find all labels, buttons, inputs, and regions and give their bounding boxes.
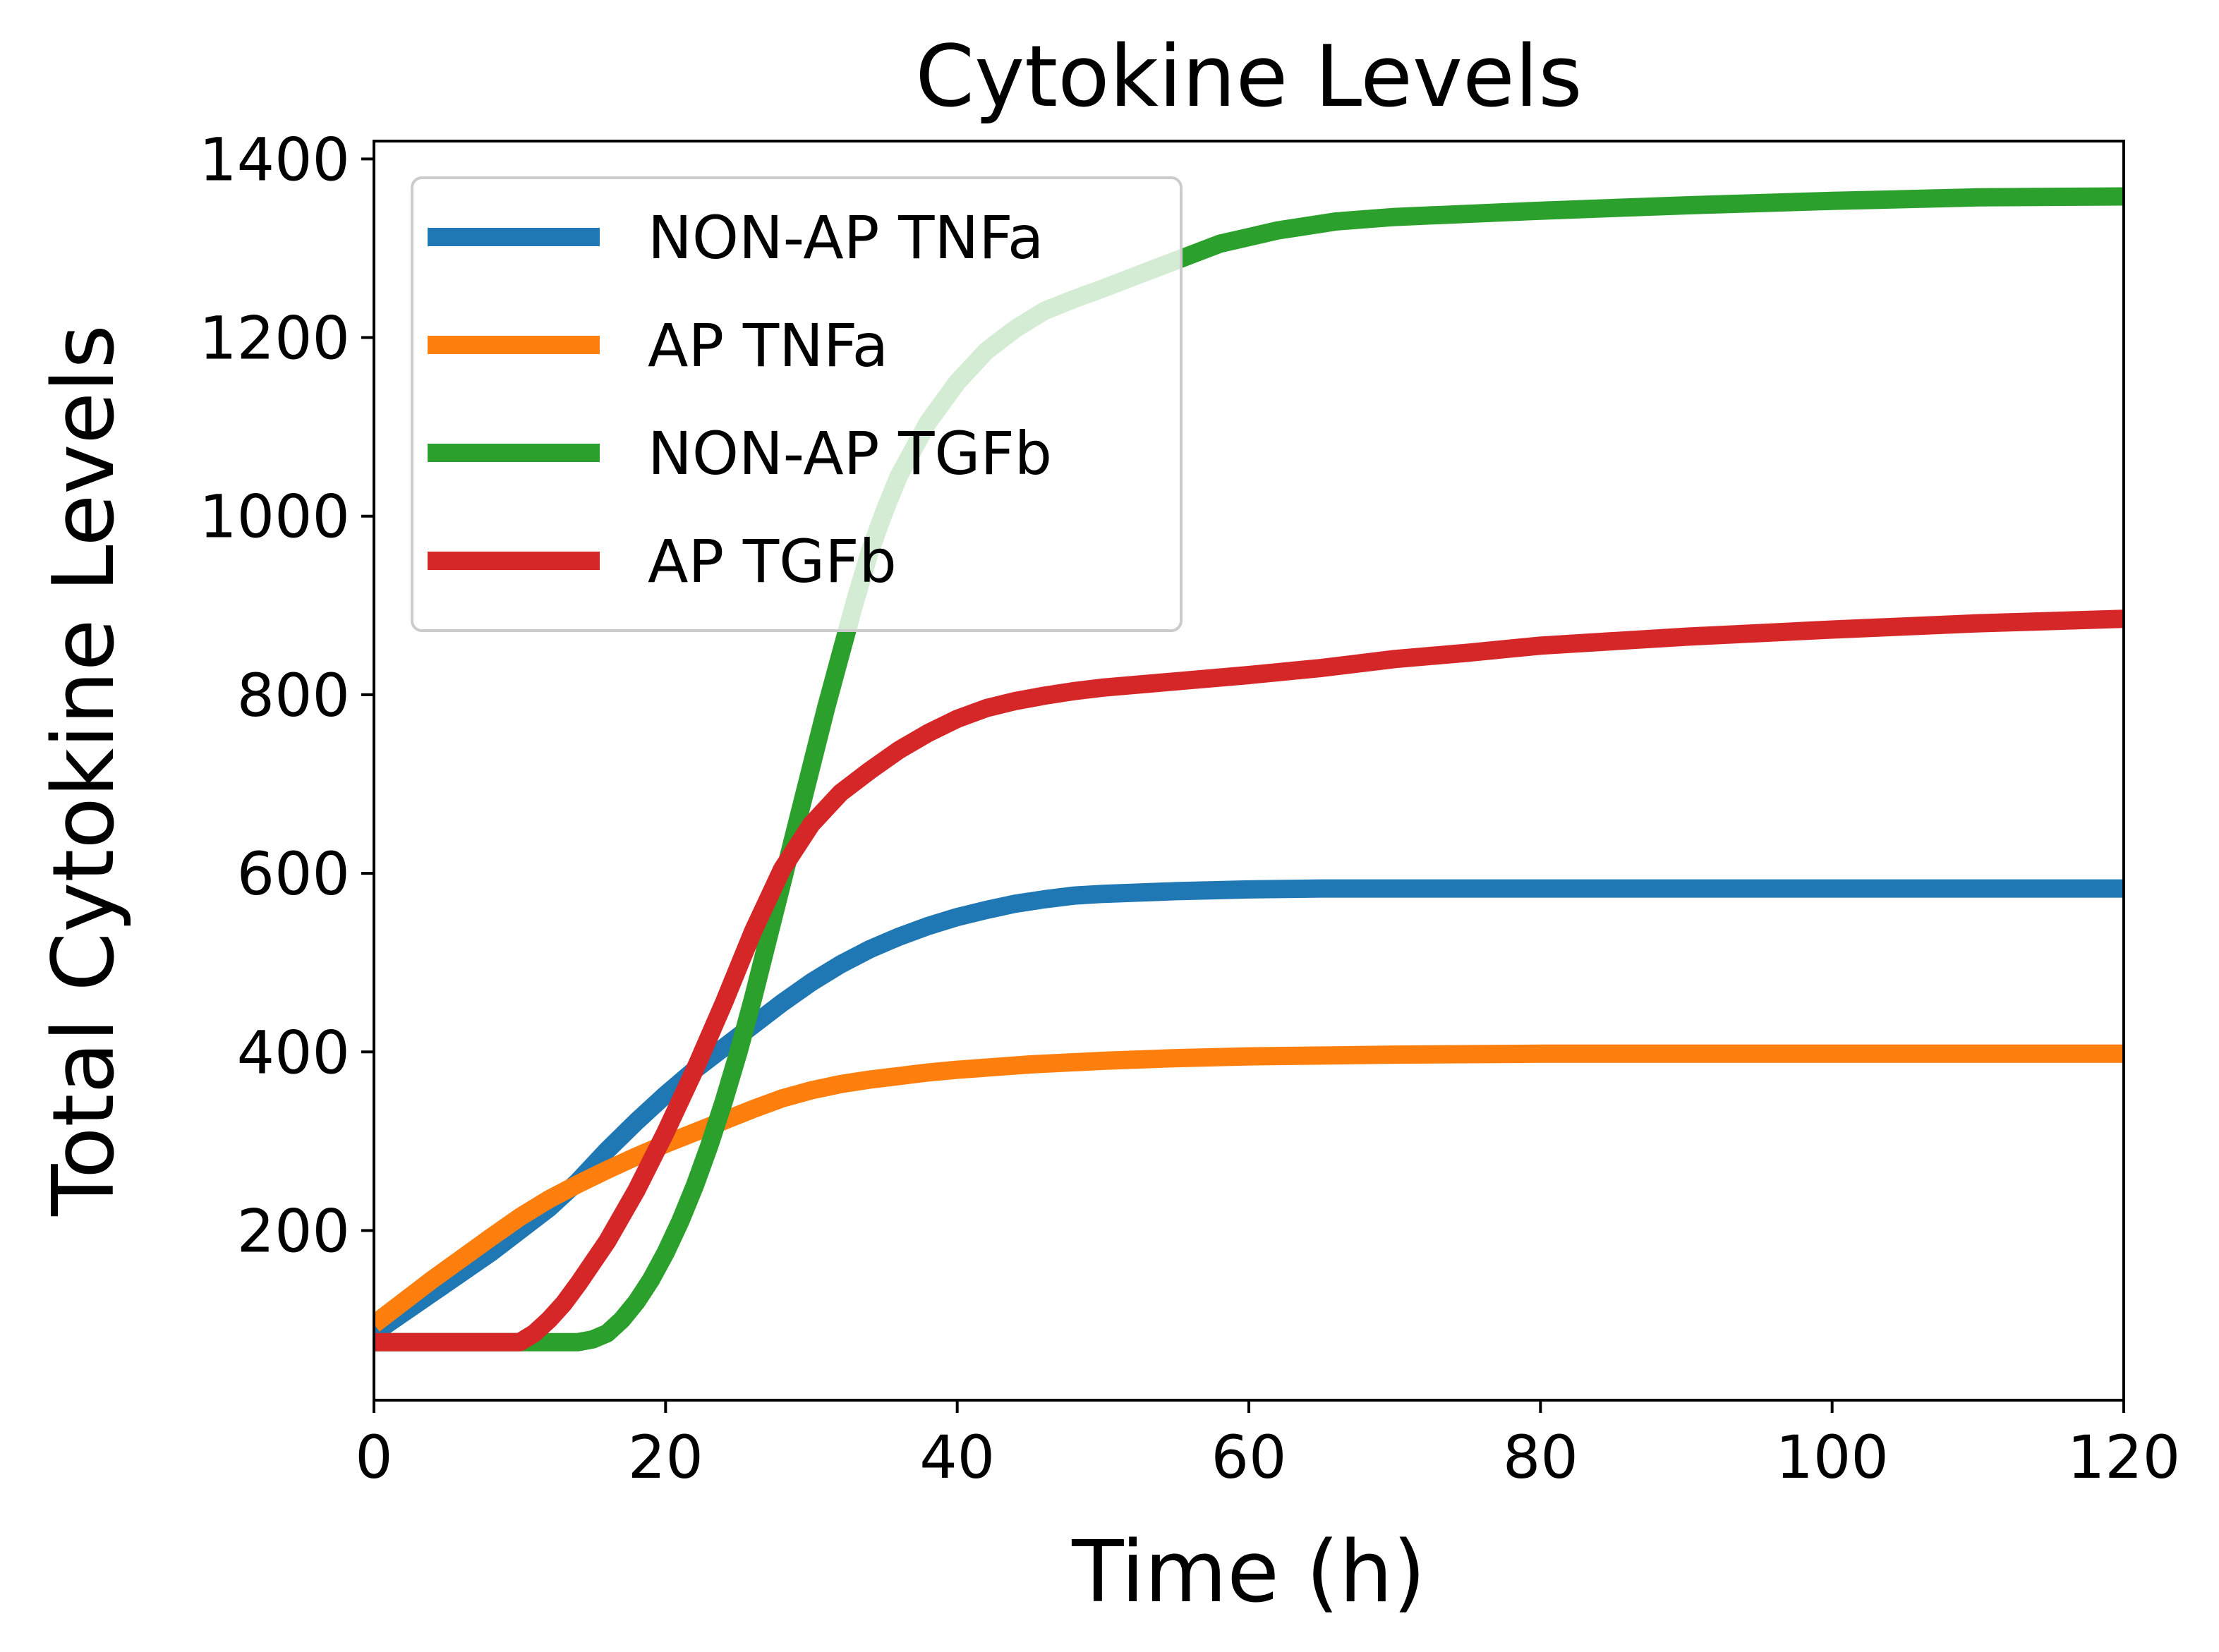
series-line-4 (374, 609, 2124, 1352)
y-tick-label: 200 (237, 1196, 350, 1265)
y-axis-title: Total Cytokine Levels (35, 324, 133, 1217)
x-tick-label: 40 (919, 1423, 995, 1492)
x-tick-label: 60 (1211, 1423, 1287, 1492)
legend-box (411, 176, 1183, 632)
x-tick-label: 80 (1503, 1423, 1578, 1492)
y-tick-label: 1400 (199, 125, 350, 194)
y-tick-label: 1200 (199, 304, 350, 373)
x-tick-label: 100 (1775, 1423, 1888, 1492)
y-tick-label: 1000 (199, 482, 350, 552)
series-lines (374, 187, 2124, 1352)
chart-title: Cytokine Levels (915, 28, 1582, 126)
y-tick-label: 800 (237, 661, 350, 730)
x-tick-label: 20 (628, 1423, 703, 1492)
x-axis: 0 20 40 60 80 100 120 (355, 1400, 2180, 1492)
legend-label-1: NON-AP TNFa (648, 203, 1044, 272)
y-tick-label: 600 (237, 839, 350, 909)
x-tick-label: 0 (355, 1423, 392, 1492)
legend-label-2: AP TNFa (648, 311, 888, 380)
series-line-2 (374, 1044, 2124, 1332)
series-line-1 (374, 879, 2124, 1341)
legend-label-3: NON-AP TGFb (648, 419, 1052, 488)
plot-area (373, 140, 2125, 1402)
legend-label-4: AP TGFb (648, 527, 897, 596)
x-tick-label: 120 (2067, 1423, 2180, 1492)
legend: NON-AP TNFa AP TNFa NON-AP TGFb AP TGFb (411, 176, 1183, 632)
series-line-3 (374, 187, 2124, 1352)
y-tick-label: 400 (237, 1018, 350, 1087)
y-axis: 200 400 600 800 1000 1200 1400 (199, 125, 374, 1265)
x-axis-title: Time (h) (1071, 1524, 1426, 1622)
